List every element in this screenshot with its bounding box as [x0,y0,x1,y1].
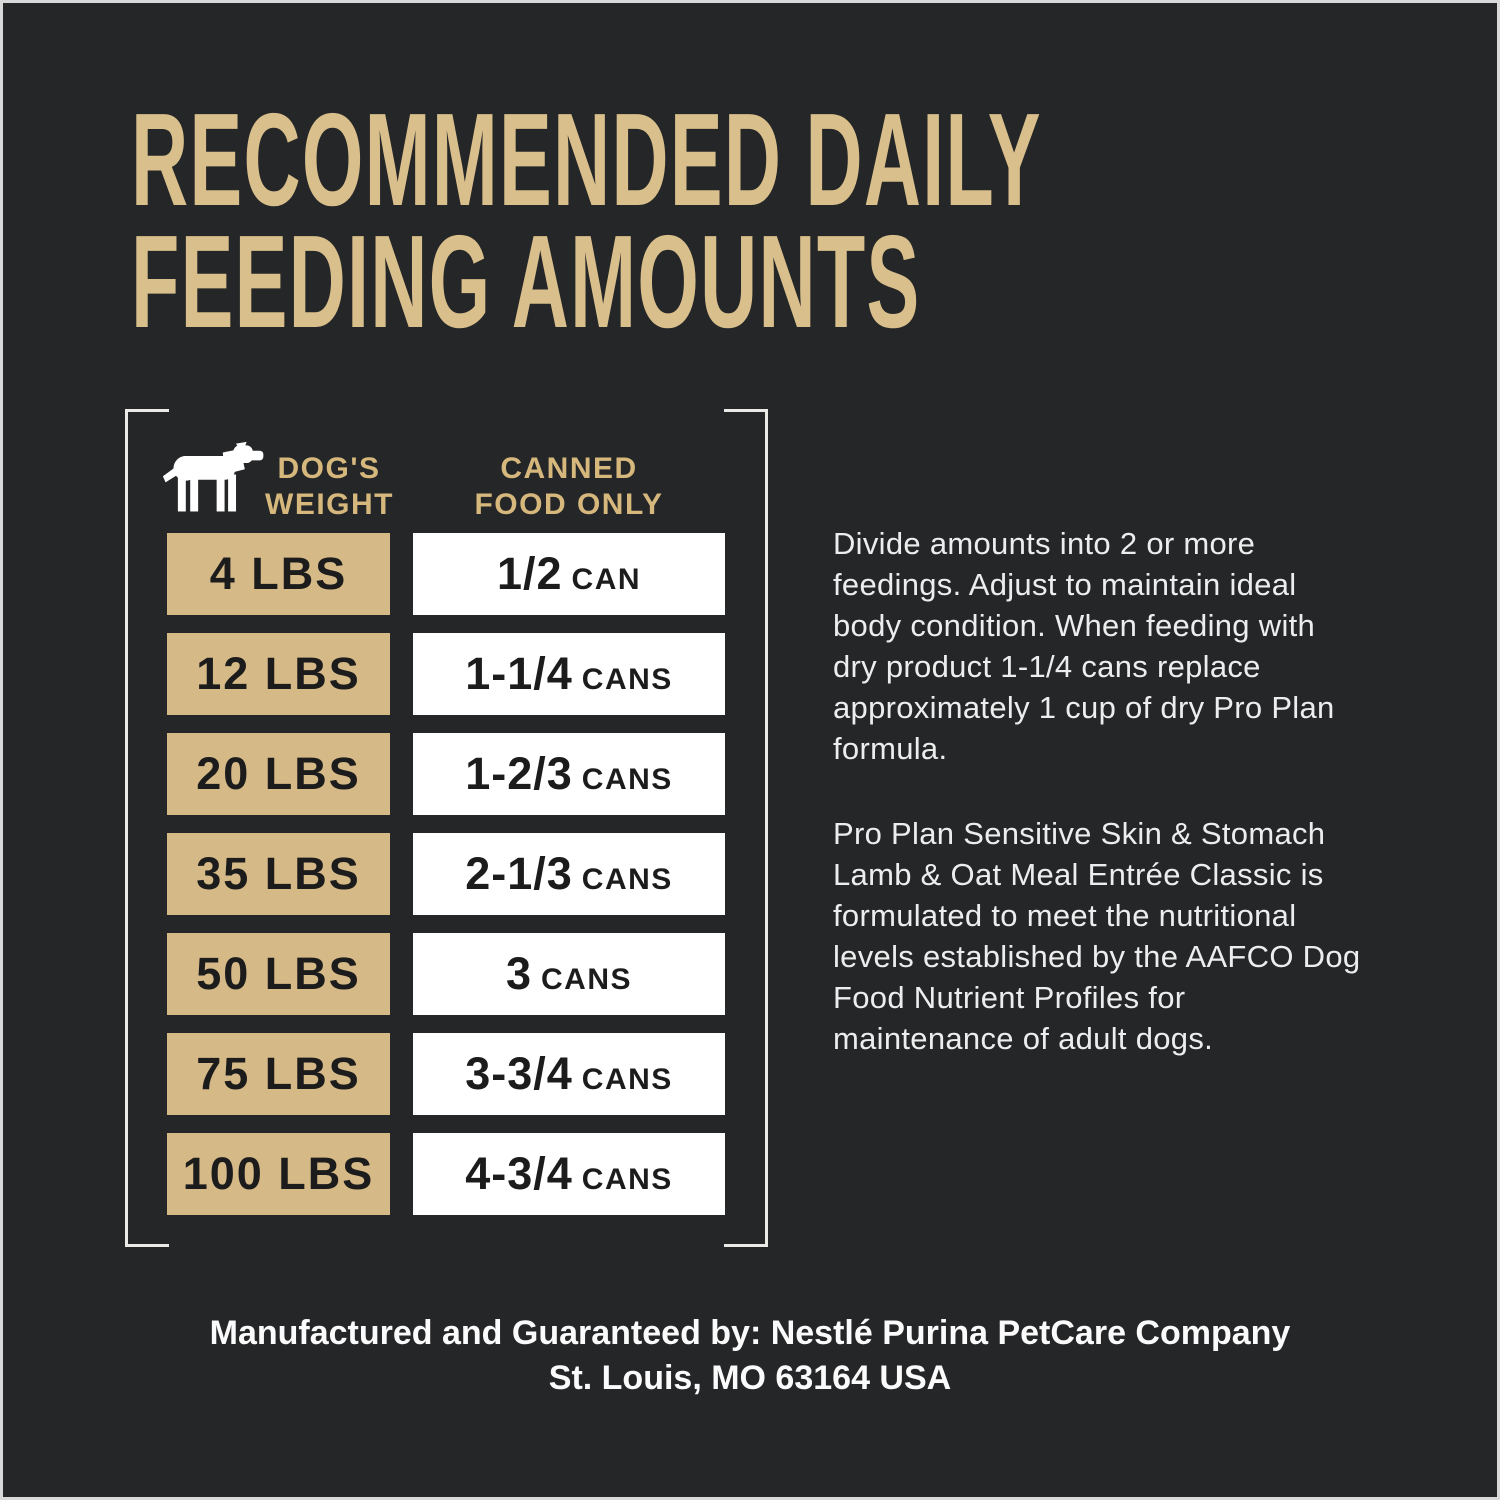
amount-cell: 3-3/4 CANS [413,1033,725,1115]
table-row: 75 LBS 3-3/4 CANS [167,1033,725,1115]
amount-cell: 1/2 CAN [413,533,725,615]
page-title-line1: RECOMMENDED DAILY [131,86,1042,233]
weight-cell: 4 LBS [167,533,390,615]
weight-cell: 75 LBS [167,1033,390,1115]
weight-cell: 12 LBS [167,633,390,715]
page-title: RECOMMENDED DAILY FEEDING AMOUNTS [131,86,1042,355]
column-header-dogs-weight: DOG'S WEIGHT [265,451,393,523]
table-row: 100 LBS 4-3/4 CANS [167,1133,725,1215]
table-row: 12 LBS 1-1/4 CANS [167,633,725,715]
amount-cell: 1-2/3 CANS [413,733,725,815]
amount-unit: CANS [581,663,673,696]
amount-unit: CANS [581,1163,673,1196]
page-title-line2: FEEDING AMOUNTS [131,208,921,355]
manufacturer-line1: Manufactured and Guaranteed by: Nestlé P… [209,1314,1291,1352]
table-row: 20 LBS 1-2/3 CANS [167,733,725,815]
table-bracket-right [724,409,768,1247]
amount-unit: CANS [581,863,673,896]
amount-value: 1-2/3 [465,748,573,799]
col2-header-line2: FOOD ONLY [474,488,664,521]
amount-unit: CANS [581,763,673,796]
amount-cell: 3 CANS [413,933,725,1015]
amount-value: 4-3/4 [465,1148,573,1199]
amount-cell: 2-1/3 CANS [413,833,725,915]
manufacturer-info: Manufactured and Guaranteed by: Nestlé P… [3,1311,1497,1401]
table-bracket-left [125,409,169,1247]
amount-value: 1/2 [496,548,563,599]
table-row: 35 LBS 2-1/3 CANS [167,833,725,915]
col1-header-line2: WEIGHT [265,488,394,521]
amount-unit: CAN [571,563,642,596]
table-row: 50 LBS 3 CANS [167,933,725,1015]
weight-cell: 50 LBS [167,933,390,1015]
dog-silhouette-icon [162,441,264,512]
table-rows: 4 LBS 1/2 CAN 12 LBS 1-1/4 CANS 20 LBS 1… [167,533,725,1233]
weight-cell: 100 LBS [167,1133,390,1215]
col1-header-line1: DOG'S [277,452,381,485]
feeding-notes: Divide amounts into 2 or more feedings. … [833,523,1433,1059]
amount-value: 3-3/4 [465,1048,573,1099]
weight-cell: 20 LBS [167,733,390,815]
col2-header-line1: CANNED [500,452,638,485]
amount-value: 1-1/4 [465,648,573,699]
column-header-canned-food-only: CANNED FOOD ONLY [441,451,697,523]
amount-cell: 4-3/4 CANS [413,1133,725,1215]
note-paragraph-1: Divide amounts into 2 or more feedings. … [833,526,1335,766]
feeding-table: DOG'S WEIGHT CANNED FOOD ONLY 4 LBS 1/2 … [125,409,768,1247]
weight-cell: 35 LBS [167,833,390,915]
table-row: 4 LBS 1/2 CAN [167,533,725,615]
amount-value: 3 [505,948,532,999]
amount-value: 2-1/3 [465,848,573,899]
manufacturer-line2: St. Louis, MO 63164 USA [548,1359,952,1397]
note-paragraph-2: Pro Plan Sensitive Skin & Stomach Lamb &… [833,816,1361,1056]
amount-cell: 1-1/4 CANS [413,633,725,715]
amount-unit: CANS [541,963,633,996]
amount-unit: CANS [581,1063,673,1096]
